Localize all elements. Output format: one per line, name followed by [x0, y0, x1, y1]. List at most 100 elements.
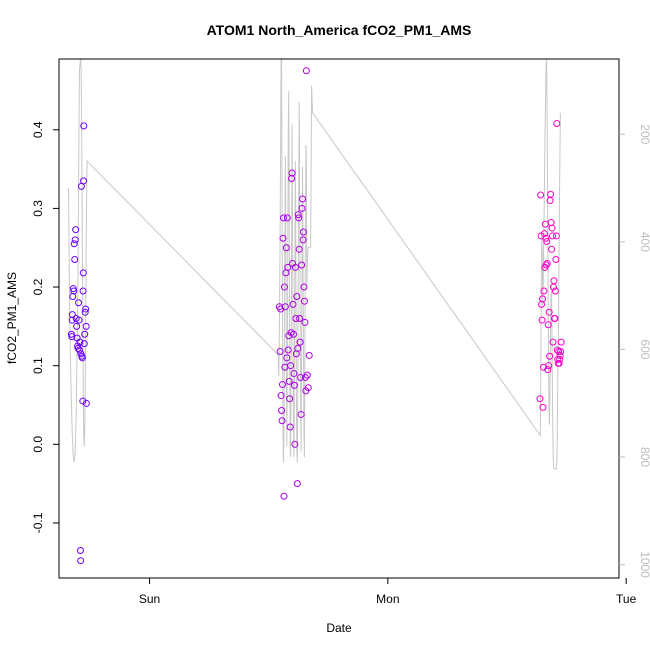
data-point: [285, 377, 293, 385]
data-point: [555, 348, 563, 356]
y-axis-right: 200 400 600 800 1000: [619, 124, 650, 578]
data-point: [539, 403, 547, 411]
x-tick-label: Tue: [616, 592, 637, 606]
data-point: [280, 283, 288, 291]
data-point: [284, 346, 292, 354]
data-point: [539, 295, 547, 303]
data-point: [556, 351, 564, 359]
data-point: [80, 340, 88, 348]
y-tick-label: -0.1: [31, 512, 45, 533]
data-point: [296, 338, 304, 346]
data-point: [553, 119, 561, 127]
data-point: [302, 67, 310, 75]
data-point: [298, 204, 306, 212]
data-point: [557, 338, 565, 346]
data-point: [286, 395, 294, 403]
data-point: [278, 417, 286, 425]
data-point: [300, 297, 308, 305]
data-point: [538, 316, 546, 324]
data-point: [76, 338, 84, 346]
data-point: [552, 232, 560, 240]
data-point: [283, 214, 291, 222]
data-point: [289, 300, 297, 308]
data-point: [553, 346, 561, 354]
data-point: [295, 245, 303, 253]
data-point: [551, 287, 559, 295]
y2-tick-label: 200: [638, 124, 650, 144]
data-point: [556, 355, 564, 363]
data-point: [82, 305, 90, 313]
data-point: [276, 348, 284, 356]
data-point: [294, 211, 302, 219]
data-point: [555, 359, 563, 367]
data-point: [81, 308, 89, 316]
x-axis: Sun Mon Tue: [139, 578, 637, 606]
data-point: [79, 287, 87, 295]
data-point: [293, 480, 301, 488]
gray-line-series: [68, 59, 561, 470]
chart-title: ATOM1 North_America fCO2_PM1_AMS: [207, 22, 472, 38]
data-point: [300, 283, 308, 291]
data-point: [301, 318, 309, 326]
data-point: [287, 362, 295, 370]
data-point: [279, 381, 287, 389]
data-point: [286, 423, 294, 431]
data-point: [283, 354, 291, 362]
data-point: [536, 395, 544, 403]
data-point: [540, 287, 548, 295]
data-point: [80, 177, 88, 185]
data-point: [282, 244, 290, 252]
data-point: [277, 392, 285, 400]
data-point: [304, 384, 312, 392]
data-point: [70, 287, 78, 295]
data-point: [74, 344, 82, 352]
data-point: [72, 226, 80, 234]
y-axis-left: -0.1 0.0 0.1 0.2 0.3 0.4: [31, 121, 59, 533]
data-point: [537, 191, 545, 199]
data-point: [82, 399, 90, 407]
data-point: [551, 315, 559, 322]
data-point: [75, 316, 83, 324]
data-point: [549, 338, 557, 346]
x-tick-label: Sun: [139, 592, 160, 606]
data-point: [279, 234, 287, 242]
data-point: [69, 292, 77, 300]
data-point: [298, 261, 306, 269]
data-point: [76, 546, 84, 554]
data-point: [305, 351, 313, 359]
data-point: [292, 315, 300, 322]
data-point: [80, 122, 88, 130]
data-point: [288, 169, 296, 177]
data-point: [547, 219, 555, 227]
data-point: [543, 259, 551, 267]
data-point: [297, 373, 305, 381]
y-tick-label: 0.4: [31, 121, 45, 138]
data-point: [549, 232, 557, 240]
x-axis-label: Date: [326, 621, 352, 635]
gray-line: [68, 59, 561, 470]
data-point: [299, 195, 307, 203]
data-point: [75, 299, 83, 307]
data-point: [557, 348, 565, 356]
data-point: [75, 346, 83, 354]
y2-tick-label: 400: [638, 232, 650, 252]
data-point: [291, 440, 299, 448]
data-point: [552, 256, 560, 264]
y-axis-label: fCO2_PM1_AMS: [5, 272, 19, 364]
data-point: [295, 214, 303, 222]
data-point: [291, 263, 299, 271]
y-tick-label: 0.2: [31, 278, 45, 295]
y-tick-label: 0.3: [31, 200, 45, 217]
y2-tick-label: 800: [638, 447, 650, 467]
data-point: [82, 322, 90, 330]
data-point: [303, 371, 311, 379]
plot-frame: [58, 58, 620, 579]
data-point: [77, 557, 85, 565]
scatter-points: [67, 67, 565, 565]
data-point: [542, 261, 550, 269]
data-point: [293, 292, 301, 300]
data-point: [68, 311, 76, 319]
data-point: [280, 492, 288, 500]
data-point: [540, 230, 548, 238]
